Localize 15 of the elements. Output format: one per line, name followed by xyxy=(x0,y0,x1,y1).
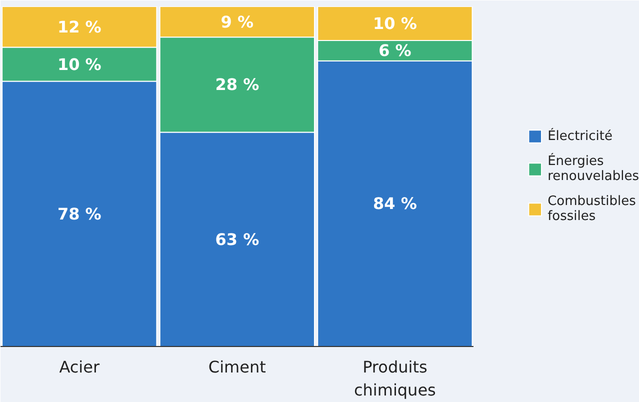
x-tick-label: Acier xyxy=(59,358,100,376)
legend-label: Électricité xyxy=(548,128,612,144)
data-label: 63 % xyxy=(215,230,260,249)
data-label: 10 % xyxy=(57,54,102,74)
x-tick-label: Ciment xyxy=(208,358,266,376)
data-label: 9 % xyxy=(220,12,254,32)
data-label: 84 % xyxy=(373,194,417,214)
legend-label: Énergies renouvelables xyxy=(548,154,639,184)
x-tick-label: Produits chimiques xyxy=(354,358,436,400)
data-label: 78 % xyxy=(57,204,102,224)
data-label: 6 % xyxy=(378,41,412,60)
data-label: 12 % xyxy=(57,17,102,36)
data-label: 10 % xyxy=(373,14,417,33)
data-label: 28 % xyxy=(215,75,260,94)
legend-label: Combustibles fossiles xyxy=(548,194,636,224)
